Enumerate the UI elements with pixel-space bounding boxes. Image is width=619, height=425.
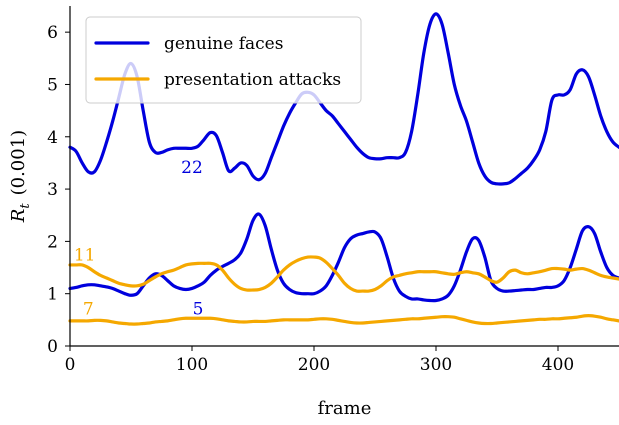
- x-tick-label: 0: [65, 355, 76, 375]
- y-ticks: 0 1 2 3 4 5 6: [47, 23, 70, 357]
- y-tick-label: 6: [47, 23, 58, 43]
- series-line-4: [68, 314, 619, 326]
- legend-label: presentation attacks: [164, 70, 341, 90]
- x-tick-label: 200: [298, 355, 330, 375]
- series-lines: [68, 12, 619, 326]
- y-tick-label: 5: [47, 75, 58, 95]
- y-axis-title: Rt (0.001): [8, 130, 33, 223]
- y-axis-title-subscript: t: [18, 203, 33, 209]
- x-tick-label: 300: [420, 355, 452, 375]
- series-line-1: [68, 12, 619, 186]
- y-axis-title-unit: (0.001): [8, 130, 29, 196]
- series-annotation-4: 7: [83, 299, 94, 319]
- legend: genuine faces presentation attacks: [85, 16, 362, 104]
- legend-items: genuine faces presentation attacks: [94, 34, 341, 90]
- series-line-3: [68, 255, 619, 293]
- series-annotation-2: 5: [193, 299, 204, 319]
- series-annotations: 22 5 11 7: [74, 158, 204, 319]
- series-line-2: [68, 212, 619, 303]
- y-tick-label: 2: [47, 232, 58, 252]
- y-tick-label: 4: [47, 128, 58, 148]
- series-annotation-3: 11: [74, 245, 96, 265]
- x-tick-label: 100: [176, 355, 208, 375]
- legend-box: [85, 16, 362, 104]
- series-annotation-1: 22: [181, 158, 203, 178]
- y-axis-title-main: R: [8, 209, 29, 224]
- axes: 0 100 200 300 400 0 1 2 3 4 5 6 frame Rt (0.001): [8, 6, 619, 419]
- x-ticks: 0 100 200 300 400: [65, 346, 574, 375]
- x-axis-title: frame: [318, 398, 372, 419]
- y-tick-label: 0: [47, 337, 58, 357]
- y-tick-label: 1: [47, 285, 58, 305]
- y-tick-label: 3: [47, 180, 58, 200]
- x-tick-label: 400: [542, 355, 574, 375]
- legend-label: genuine faces: [164, 34, 283, 54]
